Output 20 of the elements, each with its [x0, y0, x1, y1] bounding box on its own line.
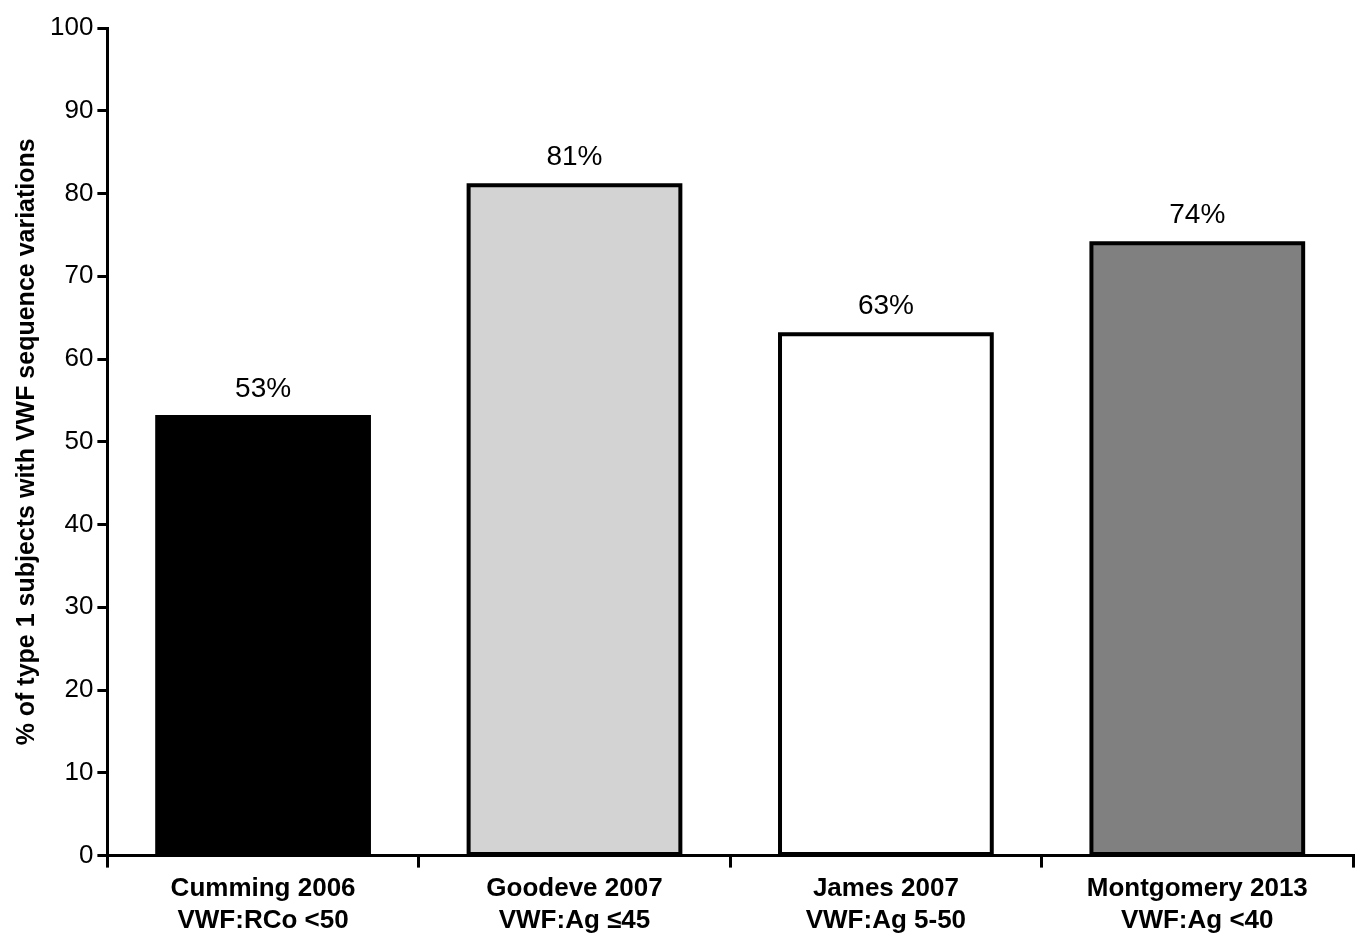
y-axis-title: % of type 1 subjects with VWF sequence variations	[10, 138, 39, 746]
data-label: 63%	[857, 288, 914, 320]
x-tick-label: James 2007 VWF:Ag 5-50	[805, 872, 967, 934]
y-tick-label: 0	[78, 838, 94, 869]
x-tick-label: Goodeve 2007 VWF:Ag ≤45	[486, 872, 663, 934]
y-tick-label: 80	[64, 176, 94, 207]
x-tick-label: Cumming 2006 VWF:RCo <50	[170, 872, 356, 934]
data-label: 74%	[1169, 197, 1226, 229]
y-tick-label: 20	[64, 673, 94, 704]
y-tick-label: 10	[64, 756, 94, 787]
y-tick-label: 60	[64, 342, 94, 373]
data-label: 81%	[546, 139, 603, 171]
x-tick-label: Montgomery 2013 VWF:Ag <40	[1086, 872, 1308, 934]
y-tick-label: 100	[49, 11, 94, 42]
y-tick-label: 70	[64, 259, 94, 290]
data-label: 53%	[235, 371, 292, 403]
y-tick-label: 30	[64, 590, 94, 621]
y-tick-label: 40	[64, 507, 94, 538]
y-tick-label: 90	[64, 93, 94, 124]
y-tick-label: 50	[64, 424, 94, 455]
